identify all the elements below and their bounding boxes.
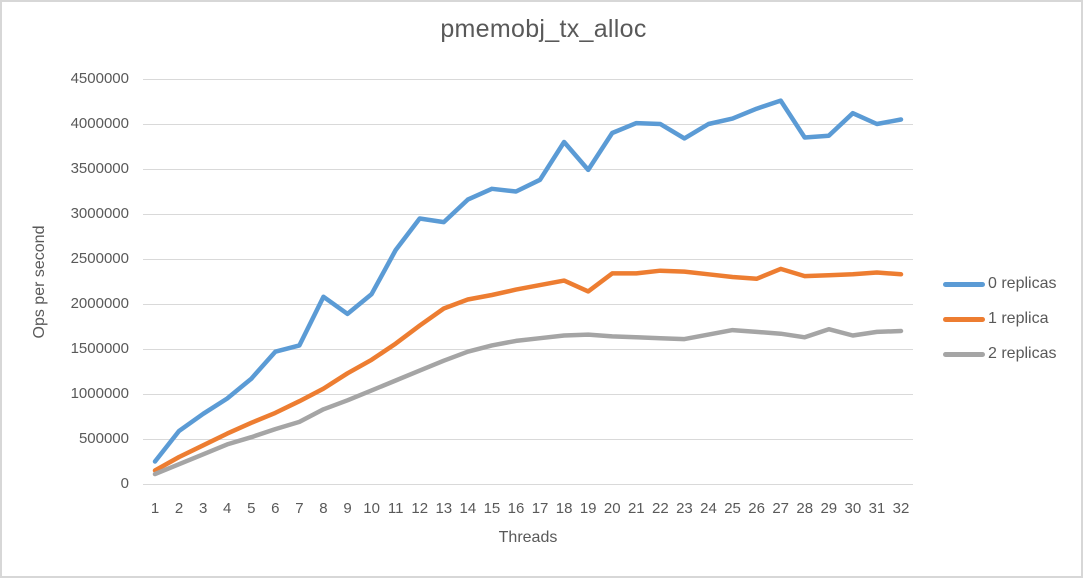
x-tick-label: 15 — [483, 500, 501, 517]
legend-label: 1 replica — [988, 310, 1049, 327]
x-tick-label: 5 — [247, 500, 256, 517]
x-tick-label: 32 — [892, 500, 910, 517]
y-tick-label: 2000000 — [70, 295, 129, 312]
x-tick-label: 8 — [319, 500, 328, 517]
x-tick-label: 14 — [459, 500, 477, 517]
y-tick-label: 4500000 — [70, 70, 129, 87]
x-tick-label: 13 — [435, 500, 453, 517]
legend-item-2-replicas: 2 replicas — [943, 345, 1056, 363]
x-tick-label: 19 — [579, 500, 597, 517]
legend-line-marker-orange — [943, 316, 985, 322]
x-tick-label: 22 — [652, 500, 669, 517]
x-tick-label: 2 — [174, 500, 184, 517]
x-tick-label: 6 — [271, 500, 280, 517]
y-tick-label: 500000 — [78, 430, 129, 447]
x-tick-label: 28 — [796, 500, 814, 517]
x-tick-label: 16 — [507, 500, 525, 517]
y-tick-label: 2500000 — [70, 250, 129, 267]
x-tick-label: 24 — [700, 500, 717, 517]
legend-item-0-replicas: 0 replicas — [943, 275, 1056, 293]
y-tick-label: 4000000 — [70, 115, 129, 132]
x-tick-label: 29 — [820, 500, 838, 517]
x-tick-label: 9 — [343, 500, 352, 517]
x-tick-label: 26 — [748, 500, 765, 517]
x-tick-label: 20 — [603, 500, 621, 517]
legend-label: 2 replicas — [988, 345, 1057, 362]
x-tick-label: 12 — [411, 500, 429, 517]
x-tick-label: 7 — [295, 500, 304, 517]
series-line-2-replicas — [152, 326, 904, 477]
legend-line-marker-gray — [943, 351, 985, 357]
series-line-1-replica — [152, 266, 904, 473]
legend-line-marker-blue — [943, 281, 985, 287]
x-tick-label: 21 — [627, 500, 645, 517]
y-axis-title: Ops per second — [31, 225, 48, 339]
legend-label: 0 replicas — [988, 275, 1057, 292]
x-tick-label: 11 — [387, 500, 404, 517]
x-tick-label: 17 — [531, 500, 549, 517]
y-tick-label: 1000000 — [70, 385, 129, 402]
x-tick-label: 3 — [198, 500, 208, 517]
y-tick-label: 3500000 — [70, 160, 129, 177]
series-line-0-replicas — [152, 98, 904, 464]
x-tick-label: 31 — [868, 500, 886, 517]
y-tick-label: 3000000 — [70, 205, 129, 222]
x-axis-title: Threads — [498, 529, 558, 546]
x-tick-label: 23 — [676, 500, 693, 517]
chart-title: pmemobj_tx_alloc — [440, 15, 647, 43]
x-tick-label: 27 — [772, 500, 789, 517]
x-tick-label: 30 — [844, 500, 862, 517]
legend-item-1-replica: 1 replica — [943, 310, 1056, 328]
x-tick-label: 10 — [363, 500, 380, 517]
x-tick-label: 4 — [223, 500, 232, 517]
x-tick-label: 18 — [555, 500, 573, 517]
x-tick-label: 1 — [150, 500, 160, 517]
y-tick-label: 1500000 — [70, 340, 129, 357]
x-tick-label: 25 — [724, 500, 741, 517]
y-tick-label: 0 — [120, 475, 129, 492]
legend: 0 replicas 1 replica 2 replicas — [943, 275, 1056, 380]
